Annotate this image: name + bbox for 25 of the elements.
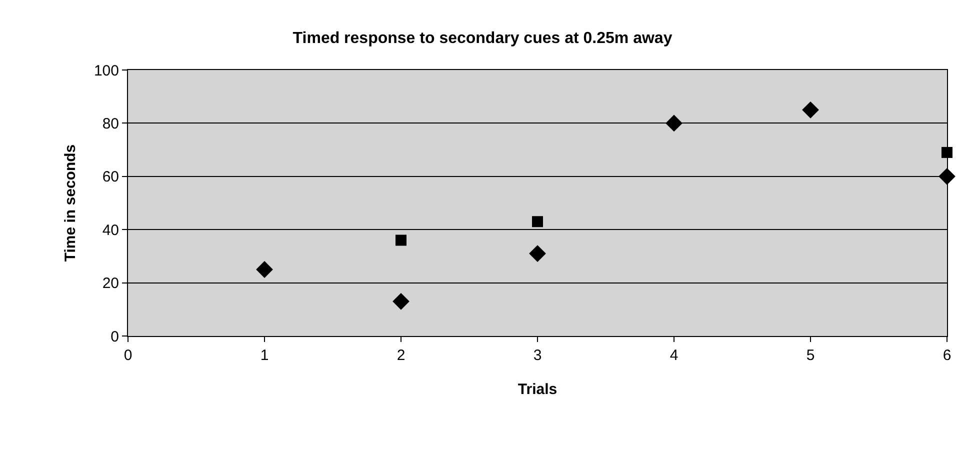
point: [802, 101, 819, 118]
x-tick-label: 6: [942, 347, 952, 364]
y-tick-label: 40: [102, 222, 119, 239]
y-tick-label: 100: [94, 62, 119, 80]
chart-title: Timed response to secondary cues at 0.25m away: [292, 30, 672, 47]
x-tick-label: 1: [260, 347, 269, 364]
point: [396, 234, 406, 246]
point: [256, 261, 273, 278]
point: [529, 245, 546, 262]
point: [938, 168, 956, 185]
y-tick-label: 20: [102, 275, 119, 292]
point: [392, 292, 410, 310]
y-tick-label: 60: [102, 168, 119, 186]
x-tick-label: 0: [124, 347, 132, 364]
x-tick-label: 3: [533, 347, 542, 364]
point: [666, 114, 682, 132]
x-axis-title: Trials: [518, 381, 558, 398]
y-tick-label: 80: [102, 115, 119, 132]
point: [942, 146, 952, 158]
y-tick-label: 0: [110, 328, 119, 346]
y-axis-title: Time in seconds: [62, 144, 80, 262]
x-tick-label: 5: [806, 347, 815, 364]
x-tick-label: 2: [396, 347, 406, 364]
point: [532, 216, 543, 228]
x-tick-label: 4: [670, 347, 678, 364]
